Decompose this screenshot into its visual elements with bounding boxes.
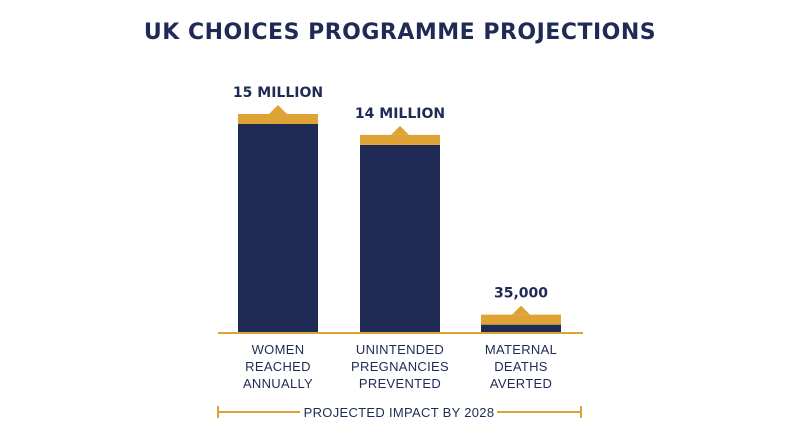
bar-cap-2 xyxy=(360,134,440,145)
value-label-1: 15 MILLION xyxy=(233,85,323,101)
category-label-3-line-3: AVERTED xyxy=(490,376,552,391)
bar-1 xyxy=(238,124,318,333)
bar-cap-peak-2 xyxy=(391,125,409,135)
bar-2 xyxy=(360,144,440,333)
bar-3 xyxy=(481,324,561,333)
bar-cap-peak-3 xyxy=(512,305,530,315)
category-label-3-line-2: DEATHS xyxy=(494,359,548,374)
bar-cap-1 xyxy=(238,114,318,124)
category-label-1-line-1: WOMEN xyxy=(252,342,305,357)
footer-label: PROJECTED IMPACT BY 2028 xyxy=(304,405,495,420)
category-label-3-line-1: MATERNAL xyxy=(485,342,557,357)
category-label-1-line-2: REACHED xyxy=(245,359,311,374)
bar-cap-3 xyxy=(481,314,561,325)
category-label-2-line-1: UNINTENDED xyxy=(356,342,444,357)
category-label-2-line-3: PREVENTED xyxy=(359,376,441,391)
category-label-1-line-3: ANNUALLY xyxy=(243,376,313,391)
category-label-2-line-2: PREGNANCIES xyxy=(351,359,449,374)
value-label-2: 14 MILLION xyxy=(355,106,445,122)
bar-cap-peak-1 xyxy=(269,105,287,114)
projected-impact-axis-label: PROJECTED IMPACT BY 2028 xyxy=(217,405,582,420)
chart-title: UK CHOICES PROGRAMME PROJECTIONS xyxy=(143,20,657,45)
value-label-3: 35,000 xyxy=(494,286,548,302)
